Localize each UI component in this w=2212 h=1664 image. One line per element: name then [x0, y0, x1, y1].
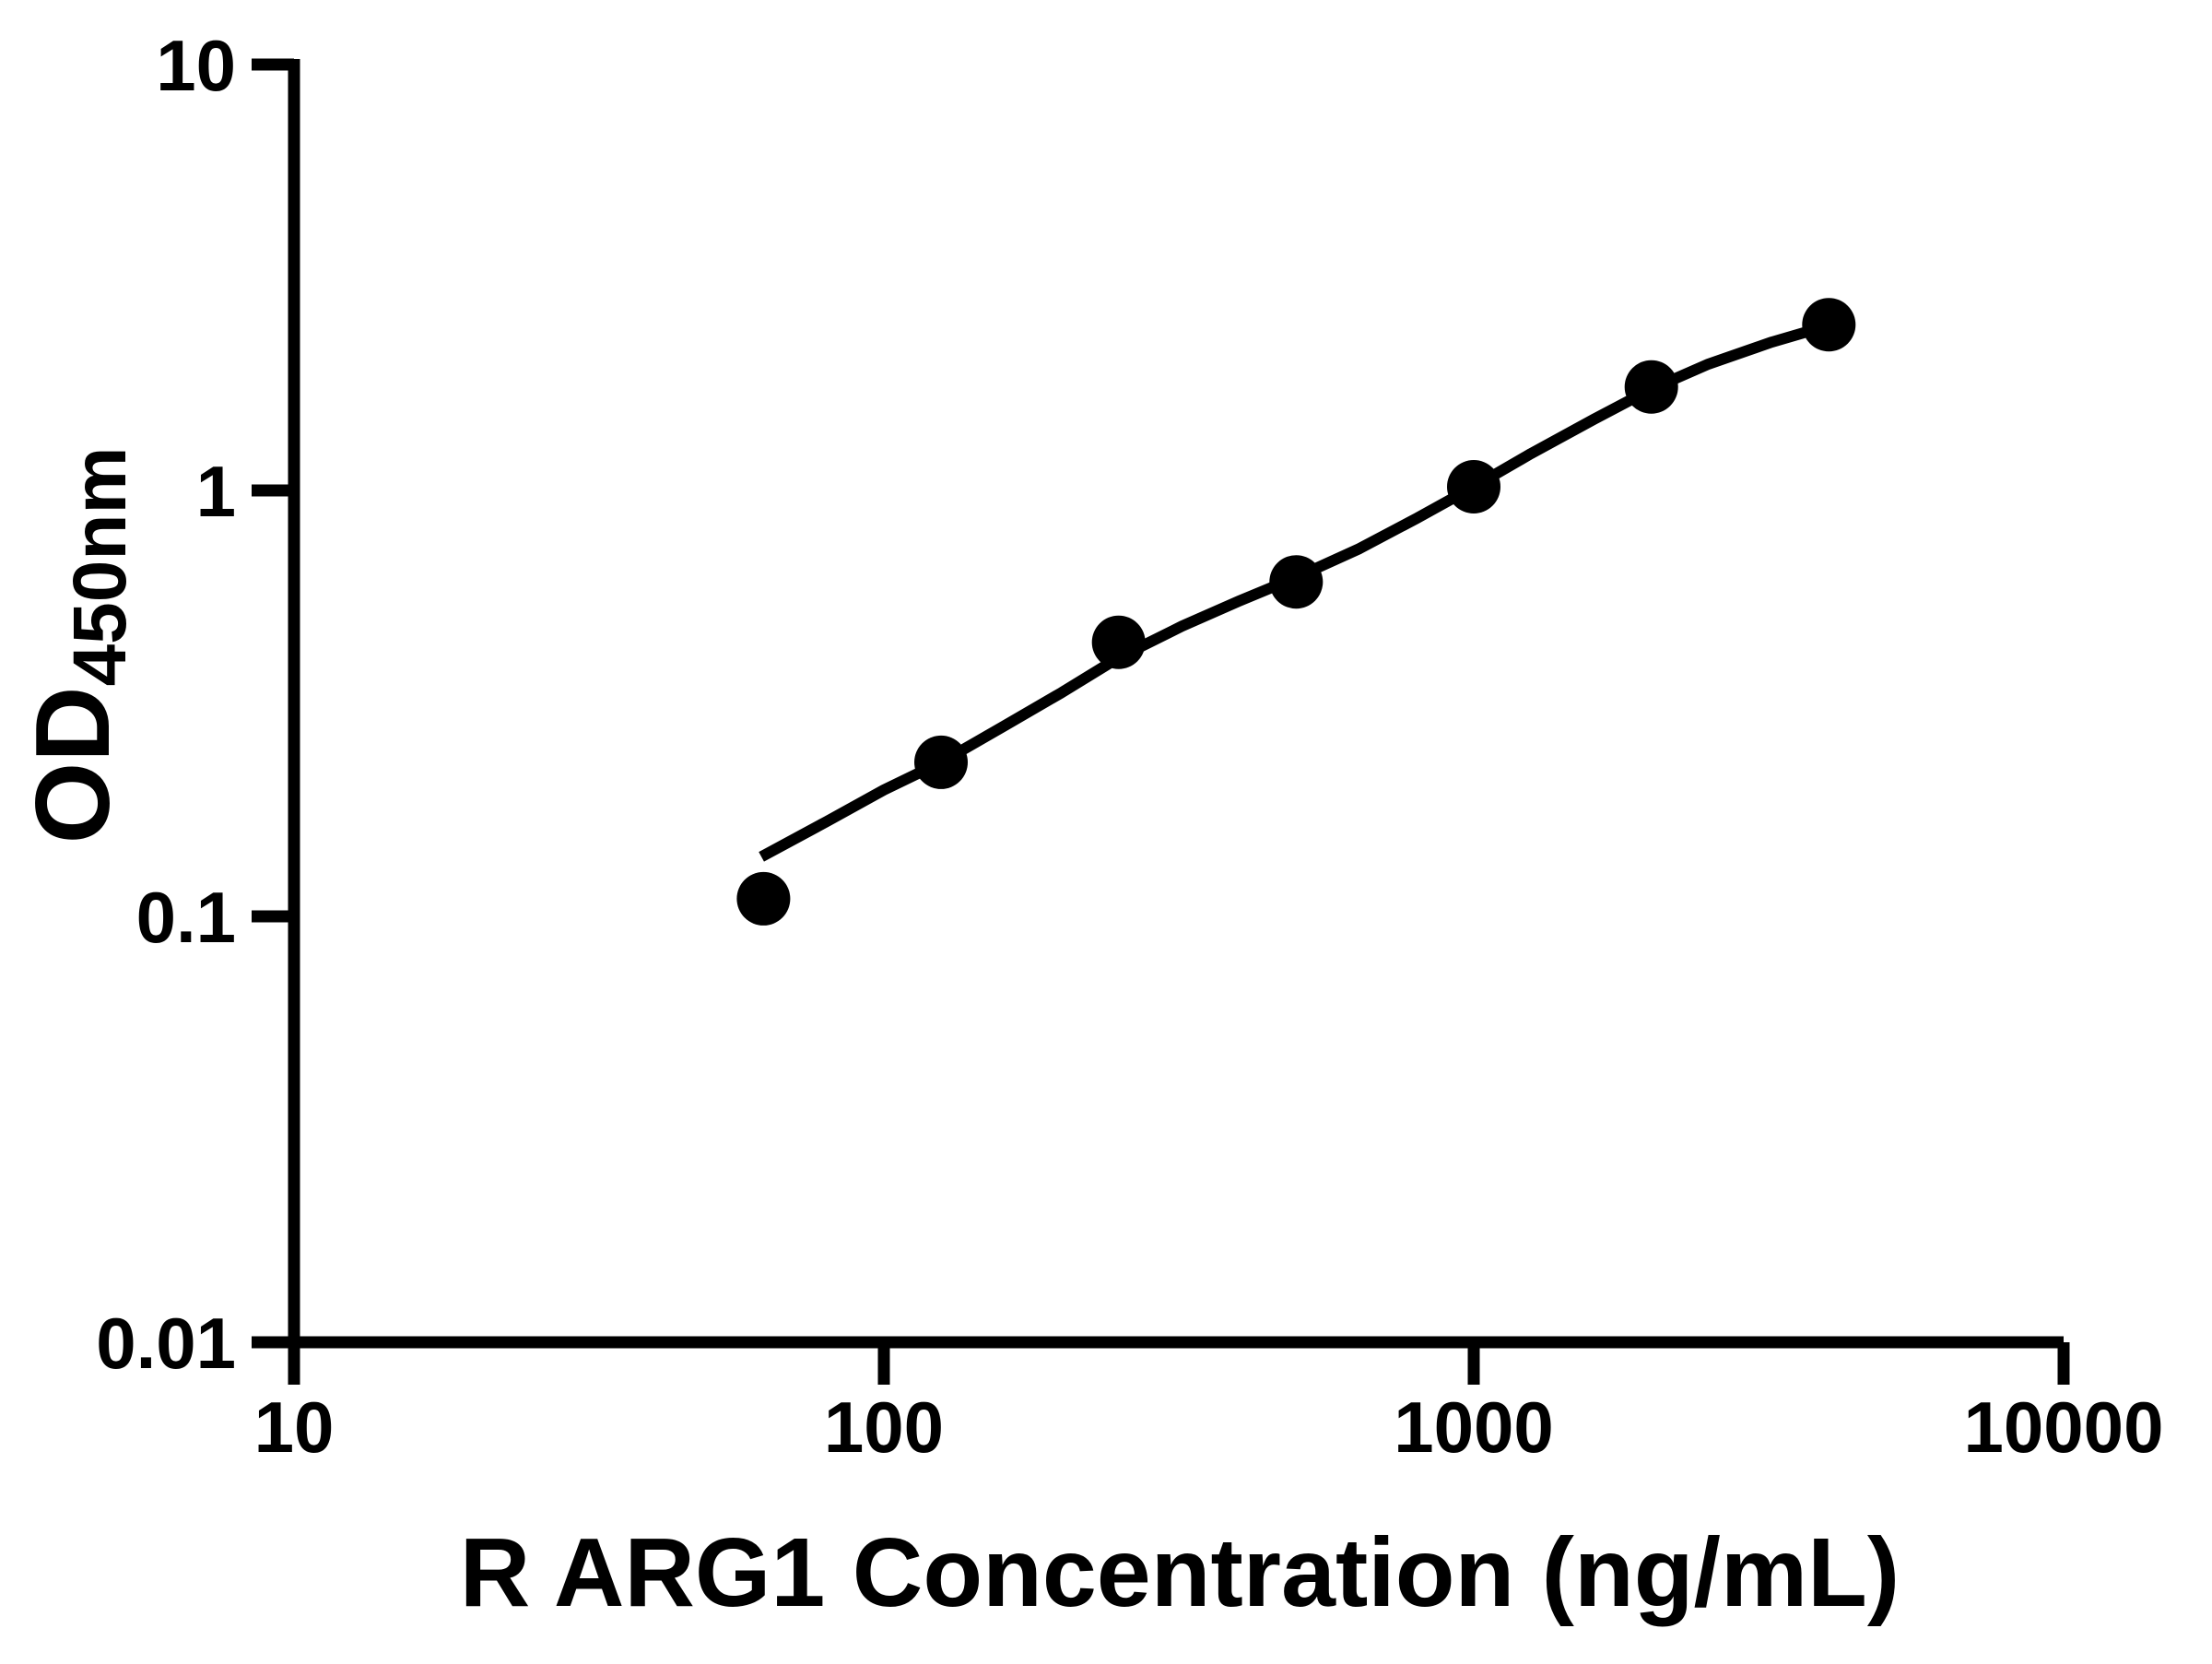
y-tick-label: 1 — [196, 451, 236, 532]
y-axis-ticks — [252, 58, 294, 1349]
x-tick-label: 10000 — [1964, 1387, 2164, 1468]
x-tick-label: 1000 — [1394, 1387, 1554, 1468]
data-point — [1624, 360, 1678, 414]
data-point — [1269, 555, 1324, 609]
x-axis-tick-labels: 10 100 1000 10000 — [254, 1387, 2164, 1468]
x-tick-label: 10 — [254, 1387, 335, 1468]
axes — [288, 59, 2064, 1385]
y-axis-title-subscript: 450nm — [58, 447, 142, 687]
data-point — [1802, 298, 1856, 352]
y-axis-tick-labels: 10 1 0.1 0.01 — [96, 25, 236, 1384]
y-tick-label: 0.01 — [96, 1303, 236, 1384]
data-point — [1447, 460, 1500, 513]
y-tick-label: 10 — [156, 25, 236, 106]
x-axis-title: R ARG1 Concentration (ng/mL) — [460, 1518, 1900, 1627]
data-point — [1091, 615, 1146, 669]
data-point — [914, 735, 968, 789]
y-axis-title: OD450nm — [15, 447, 142, 844]
data-point — [736, 871, 791, 926]
x-axis-ticks — [288, 1342, 2070, 1385]
x-tick-label: 100 — [824, 1387, 944, 1468]
y-tick-label: 0.1 — [136, 877, 236, 958]
y-axis-title-main: OD — [15, 686, 132, 844]
data-points-layer — [736, 298, 1856, 926]
